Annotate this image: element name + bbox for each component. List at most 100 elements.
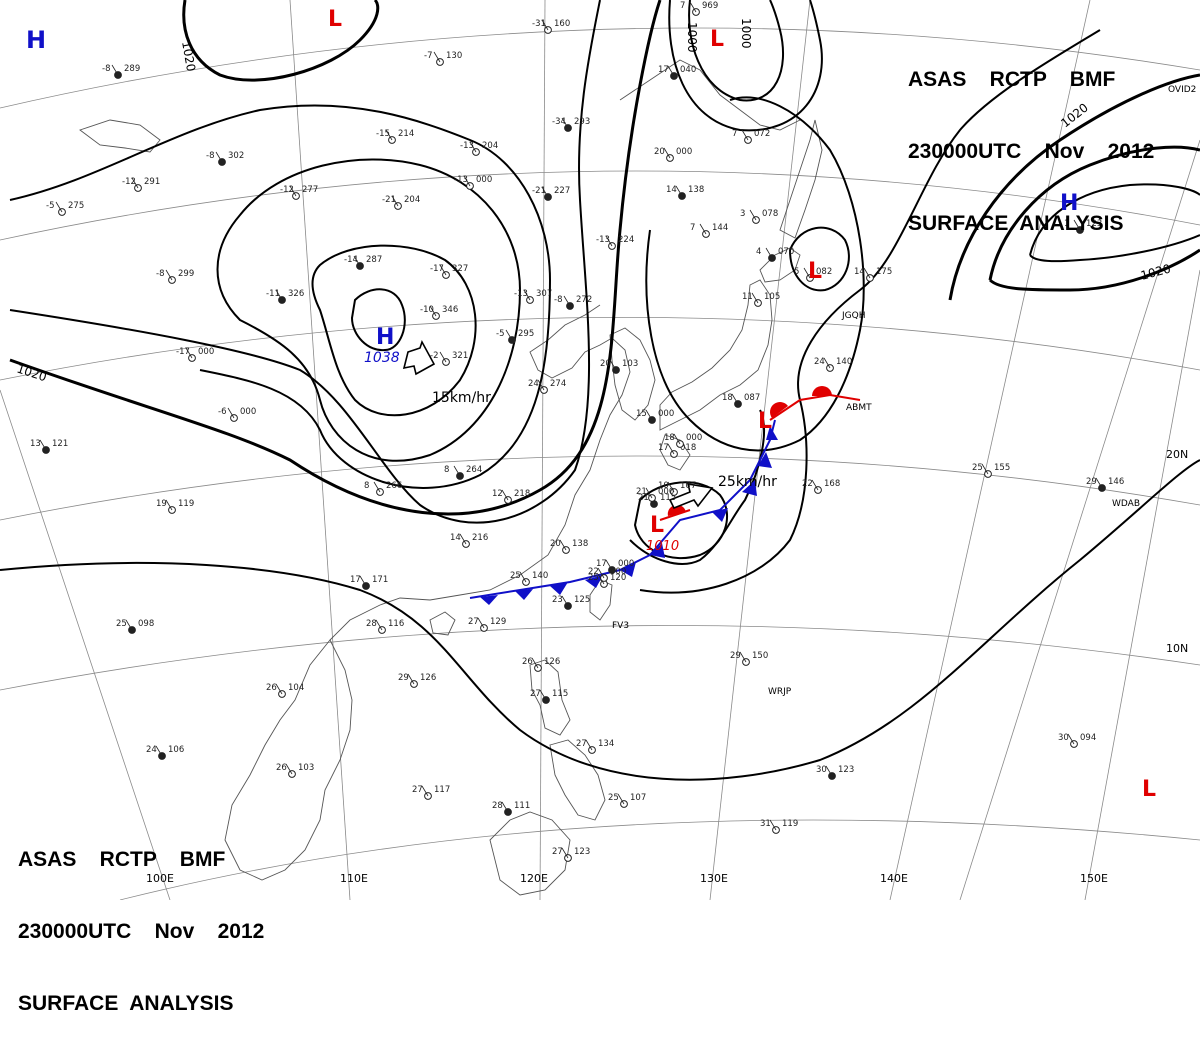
header-line-1: ASAS RCTP BMF — [18, 848, 226, 871]
wind-barb-icon — [285, 763, 293, 775]
station-plot: 27 129 — [468, 617, 506, 632]
station-pressure: 000 — [686, 433, 702, 443]
meridian-150e — [1084, 269, 1200, 900]
station-pressure: 098 — [138, 619, 154, 629]
cold-front-pip — [758, 452, 772, 468]
wind-barb-icon — [561, 595, 569, 607]
wind-barb-icon — [429, 305, 437, 317]
station-pressure: 000 — [240, 407, 256, 417]
wind-barb-icon — [823, 357, 831, 369]
station-plot: -8 289 — [102, 64, 140, 79]
station-plot: -8 272 — [554, 295, 592, 310]
station-plot: -13 000 — [454, 175, 492, 190]
station-pressure: 115 — [552, 689, 568, 699]
station-temperature: -7 — [424, 51, 432, 61]
meridian-100e — [0, 389, 171, 900]
wind-barb-icon — [453, 465, 461, 477]
isobar-1028 — [9, 104, 552, 489]
station-temperature: 28 — [366, 619, 377, 629]
low-pressure-icon: L — [758, 409, 772, 434]
station-temperature: 18 — [664, 433, 675, 443]
station-plot: 7 072 — [732, 129, 770, 144]
station-plot: 26 103 — [276, 763, 314, 778]
station-pressure: 140 — [532, 571, 548, 581]
wind-barb-icon — [373, 481, 381, 493]
station-pressure: 111 — [514, 801, 530, 811]
station-pressure: 000 — [676, 147, 692, 157]
station-pressure: 291 — [144, 177, 160, 187]
station-pressure: 119 — [178, 499, 194, 509]
graticule-parallels — [0, 27, 1200, 900]
station-temperature: 18 — [722, 393, 733, 403]
station-plot: 24 274 — [528, 379, 566, 394]
wind-barb-icon — [459, 533, 467, 545]
cold-front-pip — [766, 426, 778, 440]
wind-barb-icon — [463, 175, 471, 187]
wind-barb-icon — [585, 739, 593, 751]
station-temperature: 1 — [1064, 219, 1069, 229]
warm-front-pip — [770, 402, 788, 418]
station-plot: 24 140 — [814, 357, 852, 372]
station-temperature: 22 — [588, 567, 599, 577]
station-pressure: 040 — [680, 65, 696, 75]
station-plot: -12 291 — [122, 177, 160, 192]
station-plot: 18 000 — [664, 433, 702, 448]
station-plot: 17 040 — [658, 65, 696, 80]
station-plot: 7 144 — [690, 223, 728, 238]
station-temperature: 20 — [550, 539, 561, 549]
wind-barb-icon — [1073, 219, 1081, 231]
station-temperature: -17 — [430, 264, 444, 274]
wind-barb-icon — [501, 801, 509, 813]
station-pressure: 018 — [680, 443, 696, 453]
station-temperature: -31 — [532, 19, 546, 29]
station-temperature: 25 — [608, 793, 619, 803]
isobar-1032 — [216, 158, 522, 462]
station-identifiers: JGQH ABMT WRJP WDAB OVID2 FV3 — [612, 85, 1196, 697]
station-temperature: 30 — [816, 765, 827, 775]
low-pressure-value: 1010 — [646, 539, 679, 554]
meridian-110e — [289, 0, 351, 900]
station-pressure: 289 — [124, 64, 140, 74]
station-pressure: 144 — [712, 223, 728, 233]
station-plot: -8 302 — [206, 151, 244, 166]
station-temperature: -5 — [46, 201, 54, 211]
station-temperature: 28 — [492, 801, 503, 811]
station-temperature: 21 — [636, 487, 647, 497]
station-temperature: 15 — [636, 409, 647, 419]
station-pressure: 123 — [838, 765, 854, 775]
header-line-3: SURFACE ANALYSIS — [18, 992, 234, 1015]
station-plot: -17 000 — [176, 347, 214, 362]
station-temperature: 27 — [552, 847, 563, 857]
station-temperature: -8 — [206, 151, 214, 161]
station-id: FV3 — [612, 621, 629, 631]
station-pressure: 321 — [452, 351, 468, 361]
coastlines — [79, 59, 823, 896]
station-plot: 22 168 — [802, 479, 840, 494]
parallel-10n — [0, 625, 1200, 691]
station-temperature: -13 — [460, 141, 474, 151]
station-pressure: 287 — [366, 255, 382, 265]
wind-barb-icon — [739, 651, 747, 663]
station-plot: 8 266 — [364, 481, 402, 496]
station-pressure: 146 — [1108, 477, 1124, 487]
station-temperature: 27 — [468, 617, 479, 627]
station-pressure: 119 — [782, 819, 798, 829]
wind-barb-icon — [751, 292, 759, 304]
parallel-0 — [119, 819, 1200, 900]
station-pressure: 072 — [754, 129, 770, 139]
lon-label: 100E — [146, 872, 174, 885]
station-pressure: 094 — [1080, 733, 1096, 743]
isobar-1024-e — [1029, 183, 1200, 263]
coast-china — [329, 304, 631, 641]
isobar-label: 1020 — [179, 40, 198, 73]
station-pressure: 134 — [598, 739, 614, 749]
station-pressure: 104 — [288, 683, 304, 693]
isobar-1038-inner — [350, 288, 406, 352]
wind-barb-icon — [981, 463, 989, 475]
station-temperature: 26 — [276, 763, 287, 773]
wind-barb-icon — [765, 247, 773, 259]
station-pressure: 082 — [816, 267, 832, 277]
station-temperature: 27 — [530, 689, 541, 699]
wind-barb-icon — [165, 499, 173, 511]
station-plot: -10 346 — [420, 305, 458, 320]
